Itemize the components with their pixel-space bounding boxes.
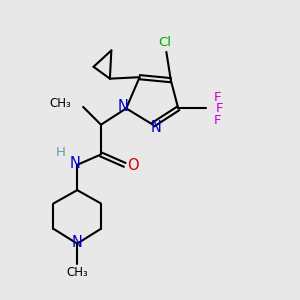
Text: F: F [214, 114, 221, 128]
Text: N: N [69, 156, 80, 171]
Text: N: N [72, 235, 83, 250]
Text: N: N [151, 120, 161, 135]
Text: N: N [118, 99, 129, 114]
Text: CH₃: CH₃ [66, 266, 88, 279]
Text: Cl: Cl [158, 37, 171, 50]
Text: CH₃: CH₃ [49, 98, 70, 110]
Text: H: H [56, 146, 66, 160]
Text: O: O [127, 158, 139, 173]
Text: F: F [214, 91, 221, 103]
Text: F: F [216, 103, 224, 116]
